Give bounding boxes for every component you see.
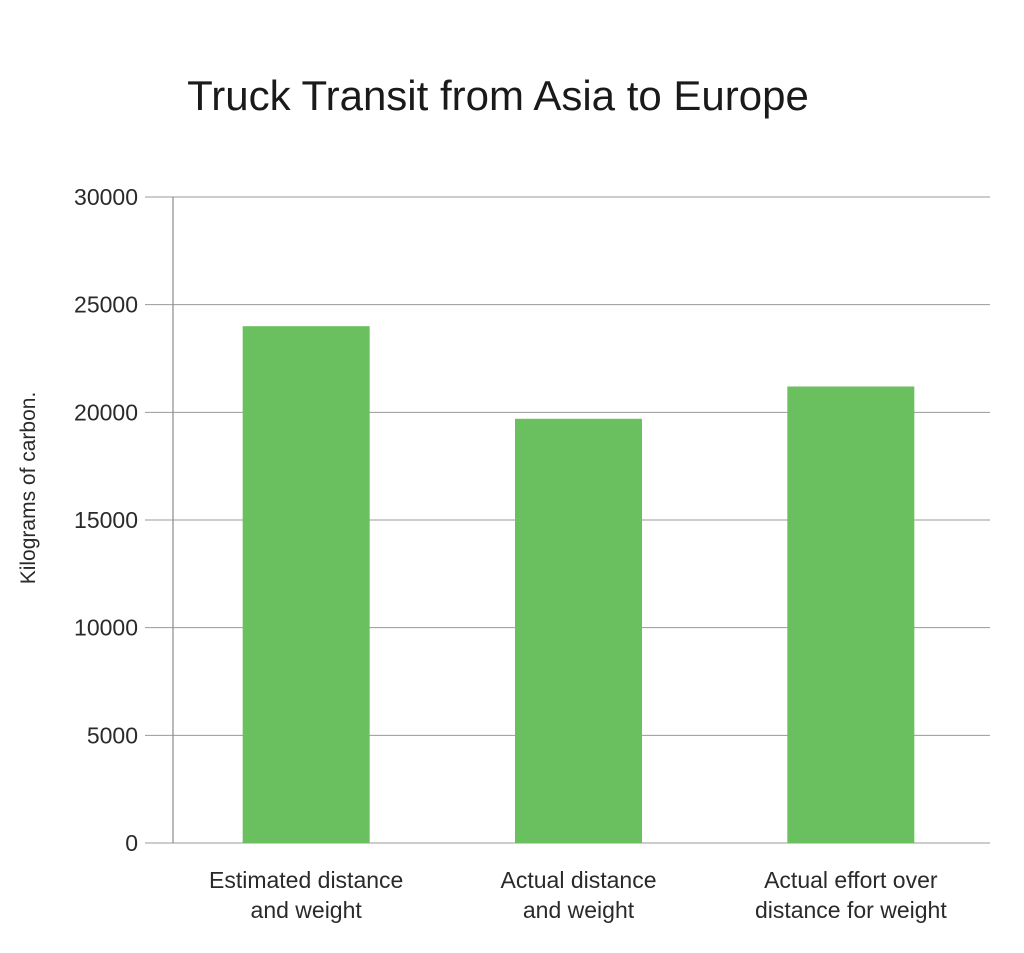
x-category-label: Actual distance xyxy=(501,867,657,893)
y-tick-label: 5000 xyxy=(87,722,138,748)
y-tick-label: 0 xyxy=(125,830,138,856)
chart-title: Truck Transit from Asia to Europe xyxy=(187,72,809,119)
x-category-label: Actual effort over xyxy=(764,867,938,893)
bar xyxy=(242,326,370,843)
y-tick-label: 20000 xyxy=(74,399,138,425)
x-category-label: and weight xyxy=(251,897,363,923)
y-tick-label: 25000 xyxy=(74,292,138,318)
y-tick-label: 15000 xyxy=(74,507,138,533)
bars xyxy=(242,326,915,843)
y-tick-label: 10000 xyxy=(74,615,138,641)
x-category-label: and weight xyxy=(523,897,635,923)
x-category-label: Estimated distance xyxy=(209,867,403,893)
bar xyxy=(515,418,642,843)
y-axis-label: Kilograms of carbon. xyxy=(17,392,40,585)
x-category-label: distance for weight xyxy=(755,897,947,923)
y-tick-labels: 0 5000 10000 15000 20000 25000 30000 xyxy=(74,184,138,856)
y-tick-label: 30000 xyxy=(74,184,138,210)
bar xyxy=(787,386,915,843)
x-category-labels: Estimated distance and weight Actual dista… xyxy=(209,867,947,923)
